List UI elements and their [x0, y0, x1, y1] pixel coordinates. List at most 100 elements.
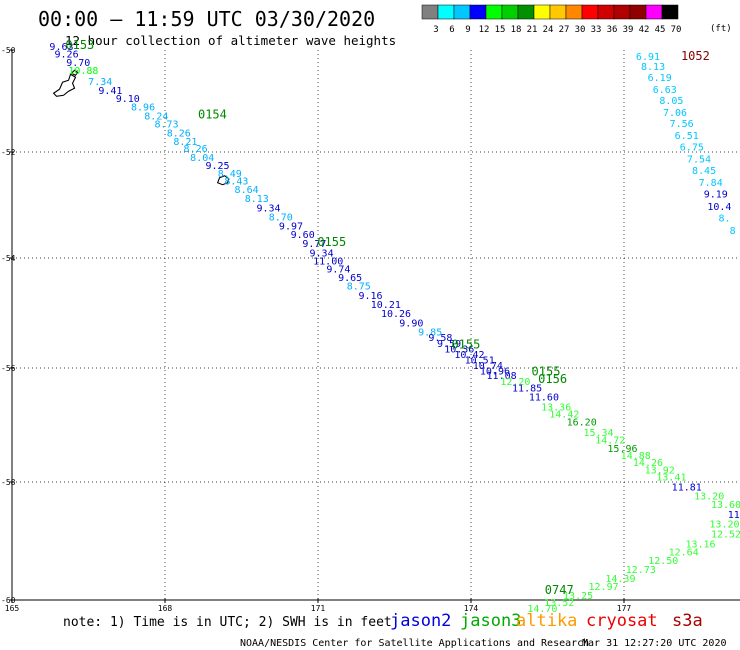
colorbar-tick-label: 18	[511, 25, 522, 35]
wave-height-value: 9.10	[116, 94, 140, 105]
wave-height-value: 11.08	[487, 371, 517, 382]
wave-height-value: 10.96	[480, 367, 510, 378]
wave-height-value: 10.42	[454, 350, 484, 361]
wave-height-value: 9.63	[49, 42, 73, 53]
wave-height-value: 7.34	[88, 77, 112, 88]
wave-height-value: 13.41	[656, 472, 686, 483]
wave-height-colorbar: 3 6 9 12 15 18 21 24 27 30 33 36 39 42 45 70	[421, 4, 681, 35]
wave-height-value: 6.91	[636, 52, 660, 63]
wave-height-value: 13.60	[711, 500, 740, 511]
pass-0153-0157: 9.639.269.7010.887.349.419.108.968.248.7…	[49, 42, 740, 531]
pass-time-label: 0153	[65, 38, 94, 52]
wave-height-value: 9.58	[428, 333, 452, 344]
wave-height-value: 11.85	[728, 510, 740, 521]
wave-height-value: 9.60	[291, 230, 315, 241]
latitude-tick-label: -54	[1, 254, 16, 263]
map-grid	[12, 50, 740, 600]
colorbar-tick-label: 42	[639, 25, 650, 35]
wave-height-value: 8.26	[184, 144, 208, 155]
legend-s3a: s3a	[672, 611, 703, 631]
colorbar-tick-label: 3	[433, 25, 438, 35]
wave-height-value: 8.49	[218, 169, 242, 180]
wave-height-value: 13.20	[709, 520, 739, 531]
wave-height-value: 14.39	[605, 574, 635, 585]
wave-height-value: 12.64	[669, 547, 699, 558]
colorbar-swatch	[549, 4, 567, 20]
wave-height-value: 11.81	[672, 483, 702, 494]
wave-height-value: 8.75	[347, 281, 371, 292]
credit-text: NOAA/NESDIS Center for Satellite Applica…	[240, 638, 589, 649]
wave-height-value: 9.65	[338, 273, 362, 284]
wave-height-value: 8.43	[224, 176, 248, 187]
longitude-tick-label: 168	[158, 604, 173, 613]
wave-height-value: 14.70	[527, 604, 557, 615]
colorbar-tick-label: 33	[591, 25, 602, 35]
wave-height-value: 6.63	[653, 85, 677, 96]
colorbar-tick-label: 15	[495, 25, 506, 35]
colorbar-swatch	[469, 4, 487, 20]
wave-height-value: 9.70	[66, 58, 90, 69]
colorbar-tick-label: 27	[559, 25, 570, 35]
legend-altika: altika	[516, 611, 577, 631]
colorbar-tick-label: 24	[543, 25, 554, 35]
pass-time-label: 0155	[532, 364, 561, 378]
wave-height-value: 8.24	[144, 111, 168, 122]
generated-timestamp: Mar 31 12:27:20 UTC 2020	[582, 638, 727, 649]
wave-height-value: 10.21	[371, 300, 401, 311]
colorbar-swatch	[565, 4, 583, 20]
colorbar-tick-label: 9	[465, 25, 470, 35]
colorbar-tick-label: 36	[607, 25, 618, 35]
wave-height-value: 11.60	[529, 393, 559, 404]
wave-height-value: 13.92	[645, 465, 675, 476]
wave-height-value: 14.88	[621, 451, 651, 462]
wave-height-value: 7.54	[687, 154, 711, 165]
wave-height-value: 10.26	[381, 309, 411, 320]
colorbar-tick-label: 12	[479, 25, 490, 35]
pass-time-label: 0747	[545, 583, 574, 597]
latitude-axis: -50 -52 -54 -56 -58 -60	[1, 46, 16, 605]
campbell-island-outline	[216, 175, 230, 186]
colorbar-swatch	[581, 4, 599, 20]
wave-height-value: 16.20	[567, 418, 597, 429]
islands	[52, 69, 230, 186]
wave-height-value: 10.74	[473, 361, 503, 372]
wave-height-value: 9.97	[279, 222, 303, 233]
wave-height-value: 8.45	[692, 166, 716, 177]
longitude-tick-label: 174	[464, 604, 479, 613]
wave-height-value: 12.73	[626, 565, 656, 576]
colorbar-tick-label: 6	[449, 25, 454, 35]
pass-time-label: 0155	[317, 235, 346, 249]
wave-height-value: 11.00	[313, 256, 343, 267]
colorbar-swatch	[613, 4, 631, 20]
wave-height-value: 12.52	[711, 530, 740, 541]
longitude-tick-label: 165	[5, 604, 20, 613]
wave-height-value: 9.90	[399, 318, 423, 329]
wave-height-value: 8.96	[131, 103, 155, 114]
colorbar-swatch	[517, 4, 535, 20]
wave-height-value: 13.16	[685, 540, 715, 551]
wave-height-value: 8.05	[659, 96, 683, 107]
pass-time-label: 0154	[198, 107, 227, 121]
wave-height-value: 9.26	[55, 50, 79, 61]
auckland-islands-outline	[52, 69, 79, 97]
map-subtitle: 12 hour collection of altimeter wave hei…	[65, 33, 396, 48]
latitude-tick-label: -58	[1, 478, 16, 487]
legend-jason2: jason2	[390, 611, 451, 631]
wave-height-value: 7.84	[699, 178, 723, 189]
wave-height-value: 11.85	[512, 384, 542, 395]
wave-height-value: 8.21	[173, 137, 197, 148]
wave-height-value: 9.25	[205, 161, 229, 172]
wave-height-value: 9.59	[437, 339, 461, 350]
colorbar-swatch	[453, 4, 471, 20]
wave-height-value: 10.4	[707, 202, 731, 213]
altimeter-tracks: 9.639.269.7010.887.349.419.108.968.248.7…	[49, 42, 740, 615]
wave-height-value: 10.36	[444, 344, 474, 355]
colorbar-swatch	[437, 4, 455, 20]
wave-height-value: 8.70	[269, 212, 293, 223]
wave-height-value: 9.34	[310, 248, 334, 259]
wave-height-value: 6.19	[648, 73, 672, 84]
latitude-tick-label: -56	[1, 364, 16, 373]
colorbar-swatch	[533, 4, 551, 20]
